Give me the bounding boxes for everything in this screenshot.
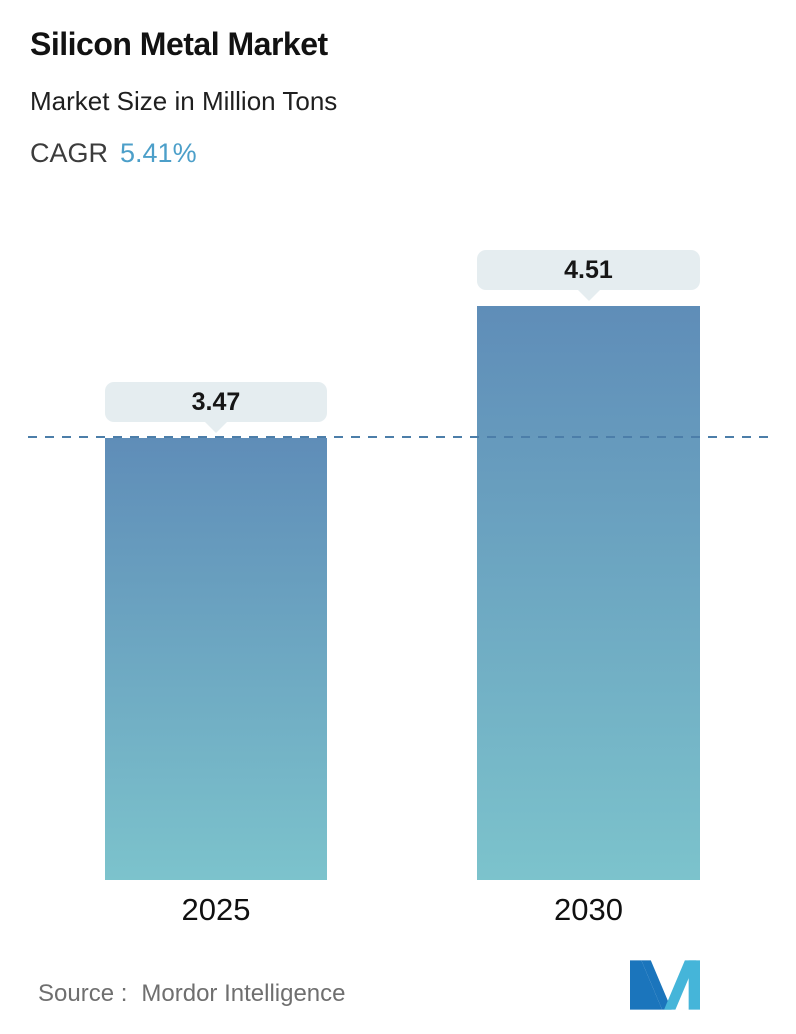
x-axis-label-2025: 2025 [181,892,251,927]
chart-subtitle: Market Size in Million Tons [30,86,338,116]
mordor-intelligence-logo-icon [630,960,700,1010]
value-text-2030: 4.51 [564,255,613,284]
source-credit: Source : Mordor Intelligence [38,980,346,1008]
page-title: Silicon Metal Market [30,26,328,62]
source-label: Source : [38,980,128,1007]
x-axis-label-2030: 2030 [554,892,623,927]
value-text-2025: 3.47 [191,387,241,416]
reference-line [28,436,768,438]
label-pointer-icon [577,290,600,301]
cagr-value: 5.41% [120,138,197,168]
bar-2025: 3.47 [105,382,327,880]
cagr-label: CAGR [30,138,109,168]
source-value: Mordor Intelligence [141,980,346,1007]
value-label-2030: 4.51 [477,250,700,301]
bar-group-2030: 4.51 2030 [477,200,700,927]
cagr-row: CAGR 5.41% [30,138,197,169]
value-label-2025: 3.47 [105,382,327,433]
bar-2030: 4.51 [477,250,700,880]
label-pointer-icon [205,422,227,433]
bar-group-2025: 3.47 2025 [105,200,327,927]
chart-area: 3.47 2025 4.51 2030 [28,200,768,927]
